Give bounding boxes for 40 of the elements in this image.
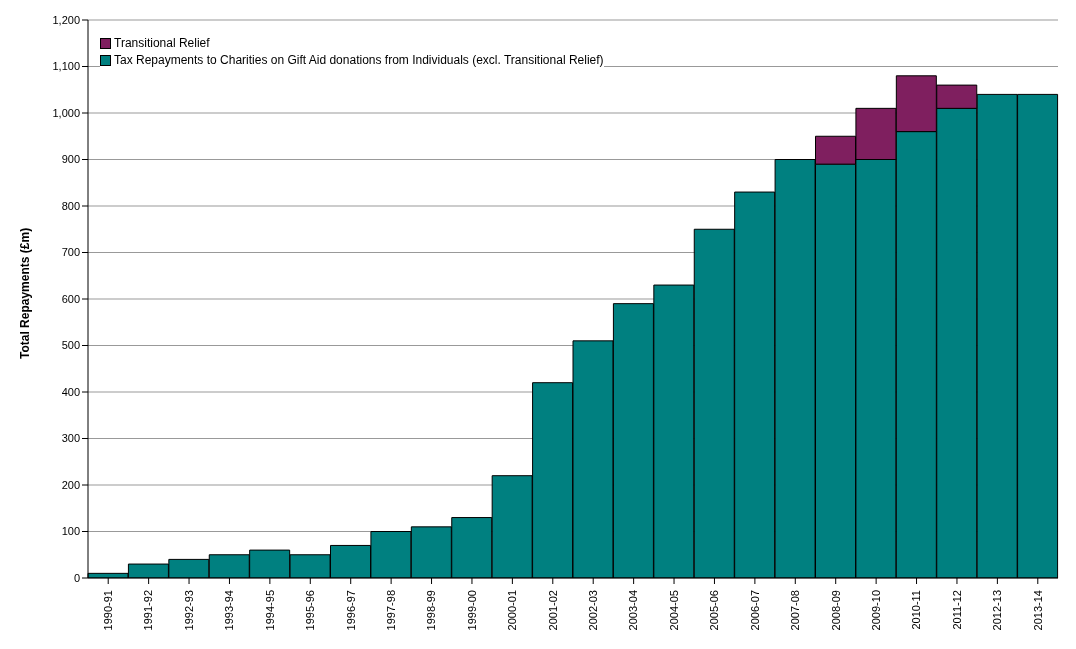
x-tick-label: 2003-04 [627,590,640,631]
x-tick-label: 1991-92 [142,590,155,631]
y-tick-label: 600 [61,292,80,305]
x-tick-label: 2002-03 [587,590,600,631]
y-axis-title: Total Repayments (£m) [18,227,33,359]
legend-label: Tax Repayments to Charities on Gift Aid donations from Individuals (excl. Transitional Relief) [114,53,604,67]
x-tick-label: 1993-94 [223,590,236,631]
x-tick-label: 2004-05 [667,590,680,631]
y-tick-label: 500 [61,339,80,352]
y-tick-label: 300 [61,432,80,445]
x-tick-label: 1998-99 [425,590,438,631]
y-tick-label: 1,100 [52,60,80,73]
x-tick-label: 2000-01 [506,590,519,631]
y-tick-label: 800 [61,199,80,212]
y-tick-label: 700 [61,246,80,259]
y-tick-label: 900 [61,153,80,166]
y-tick-label: 1,000 [52,106,80,119]
x-tick-label: 2010-11 [910,590,923,630]
y-tick-label: 100 [61,525,80,538]
x-tick-label: 2012-13 [991,590,1004,631]
x-tick-label: 2011-12 [950,590,963,630]
y-tick-label: 0 [73,571,80,584]
x-tick-label: 2001-02 [546,590,559,631]
x-tick-label: 1996-97 [344,590,357,631]
x-tick-label: 2009-10 [869,590,882,631]
x-tick-label: 1999-00 [465,590,478,631]
x-tick-label: 1995-96 [304,590,317,631]
y-tick-label: 400 [61,385,80,398]
x-tick-label: 1990-91 [102,590,115,631]
x-tick-label: 2008-09 [829,590,842,631]
x-tick-label: 2005-06 [708,590,721,631]
x-tick-label: 2013-14 [1031,590,1044,631]
y-tick-label: 200 [61,478,80,491]
x-tick-label: 2007-08 [789,590,802,631]
x-tick-label: 1994-95 [263,590,276,631]
x-tick-label: 1992-93 [182,590,195,631]
y-tick-label: 1,200 [52,13,80,26]
x-tick-label: 1997-98 [384,590,397,631]
x-tick-label: 2006-07 [748,590,761,631]
legend-label: Transitional Relief [114,36,210,50]
